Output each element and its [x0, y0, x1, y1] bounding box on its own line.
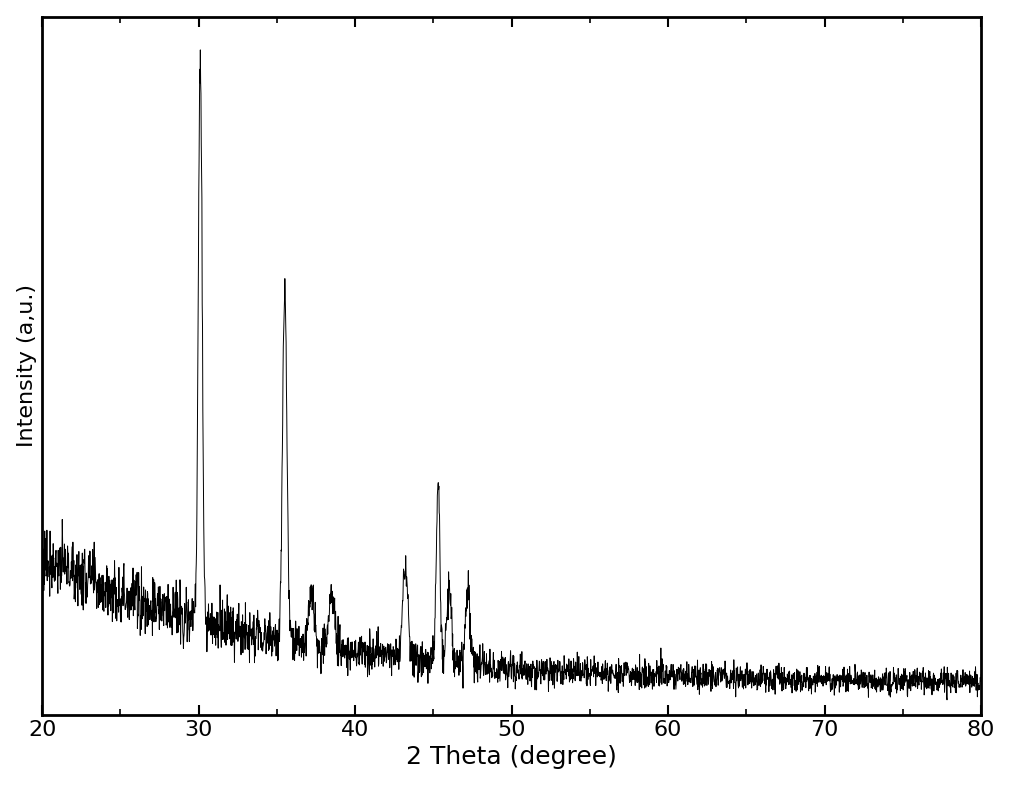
Y-axis label: Intensity (a,u.): Intensity (a,u.) — [16, 285, 36, 447]
X-axis label: 2 Theta (degree): 2 Theta (degree) — [405, 745, 617, 769]
